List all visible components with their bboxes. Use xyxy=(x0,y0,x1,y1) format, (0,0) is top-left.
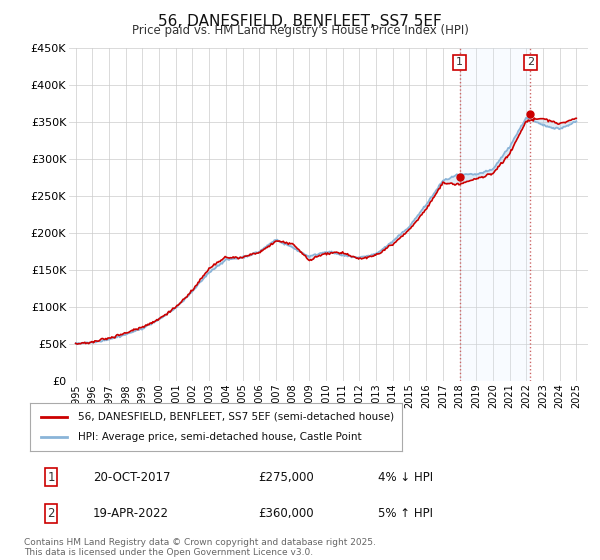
Text: Contains HM Land Registry data © Crown copyright and database right 2025.
This d: Contains HM Land Registry data © Crown c… xyxy=(24,538,376,557)
Text: £275,000: £275,000 xyxy=(258,470,314,484)
Text: 4% ↓ HPI: 4% ↓ HPI xyxy=(378,470,433,484)
Text: 56, DANESFIELD, BENFLEET, SS7 5EF: 56, DANESFIELD, BENFLEET, SS7 5EF xyxy=(158,14,442,29)
Text: £360,000: £360,000 xyxy=(258,507,314,520)
Text: 5% ↑ HPI: 5% ↑ HPI xyxy=(378,507,433,520)
Text: 1: 1 xyxy=(456,58,463,67)
Text: 19-APR-2022: 19-APR-2022 xyxy=(93,507,169,520)
Text: 56, DANESFIELD, BENFLEET, SS7 5EF (semi-detached house): 56, DANESFIELD, BENFLEET, SS7 5EF (semi-… xyxy=(79,412,394,422)
Text: 2: 2 xyxy=(527,58,534,67)
Bar xyxy=(460,48,530,381)
Text: 1: 1 xyxy=(47,470,55,484)
Text: 2: 2 xyxy=(47,507,55,520)
Text: Price paid vs. HM Land Registry's House Price Index (HPI): Price paid vs. HM Land Registry's House … xyxy=(131,24,469,37)
Text: HPI: Average price, semi-detached house, Castle Point: HPI: Average price, semi-detached house,… xyxy=(79,432,362,442)
Text: 20-OCT-2017: 20-OCT-2017 xyxy=(93,470,170,484)
